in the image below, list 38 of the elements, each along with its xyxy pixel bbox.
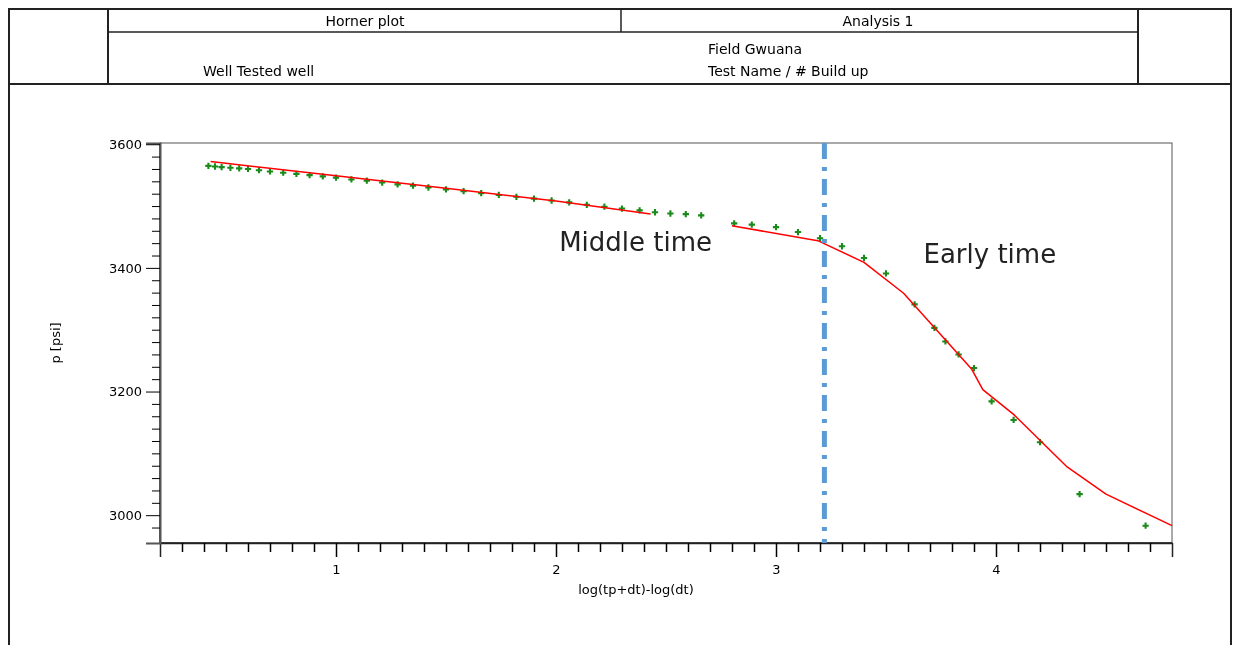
annotation: Middle time — [559, 227, 713, 257]
text: Well Tested well — [203, 63, 315, 79]
point — [1076, 491, 1083, 498]
x-tick-label: 1 — [332, 562, 341, 578]
point — [266, 168, 274, 175]
y-tick-label: 3000 — [108, 507, 142, 523]
y-tick-label: 3600 — [108, 136, 142, 152]
y-axis-title: p [psi] — [48, 322, 63, 364]
text: Test Name / # Build up — [707, 63, 869, 79]
point — [211, 163, 219, 170]
point — [988, 398, 995, 405]
y-tick-label: 3200 — [108, 384, 142, 400]
point — [860, 254, 868, 262]
point — [816, 235, 824, 242]
chart-subtitle: Analysis 1 — [842, 13, 914, 29]
point — [772, 223, 780, 231]
point — [748, 221, 755, 228]
point — [1010, 416, 1017, 424]
text: Field Gwuana — [708, 41, 802, 57]
x-axis-title: log(tp+dt)-log(dt) — [578, 582, 694, 597]
annotation: Early time — [923, 239, 1057, 269]
point — [838, 243, 846, 250]
point — [698, 212, 705, 219]
point — [293, 170, 300, 178]
point — [218, 163, 225, 171]
point — [1142, 522, 1149, 529]
x-tick-label: 3 — [772, 562, 781, 578]
x-tick-label: 2 — [552, 562, 561, 578]
point — [651, 209, 659, 216]
point — [205, 162, 212, 170]
y-tick-label: 3400 — [108, 260, 142, 276]
point — [667, 210, 674, 217]
x-tick-label: 4 — [992, 562, 1001, 578]
point — [682, 210, 689, 218]
chart-title: Horner plot — [325, 13, 406, 29]
point — [794, 228, 802, 236]
point — [882, 270, 890, 277]
point — [227, 164, 234, 171]
